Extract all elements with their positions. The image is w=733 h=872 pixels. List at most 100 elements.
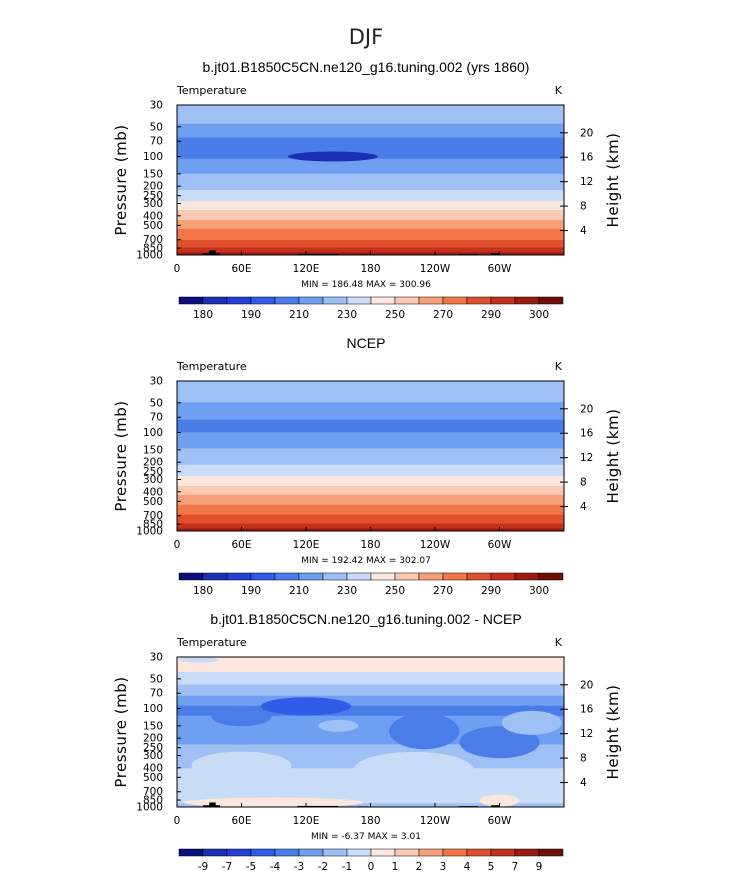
contour-band: [177, 225, 564, 227]
contour-band: [177, 434, 564, 437]
contour-band: [177, 672, 564, 674]
contour-band: [177, 161, 564, 164]
contour-band: [177, 158, 564, 161]
contour-band: [177, 463, 564, 466]
colorbar-label: 7: [512, 861, 519, 872]
y-tick-label: 1000: [136, 526, 163, 538]
contour-band: [177, 469, 564, 472]
contour-band: [177, 662, 564, 664]
contour-band: [177, 788, 564, 791]
contour-band: [177, 165, 564, 167]
colorbar-swatch: [394, 572, 420, 581]
colorbar-swatch: [418, 572, 444, 581]
contour-band: [177, 121, 564, 124]
contour-band: [177, 737, 564, 739]
contour-band: [177, 182, 564, 185]
contour-band: [177, 143, 564, 146]
contour-band: [177, 693, 564, 696]
min-max-readout: MIN = -6.37 MAX = 3.01: [311, 832, 421, 842]
contour-band: [177, 674, 564, 677]
contour-band: [177, 384, 564, 387]
contour-band: [177, 201, 564, 204]
colorbar-swatch: [466, 572, 492, 581]
contour-band: [177, 392, 564, 395]
contour-band: [177, 388, 564, 391]
contour-band: [177, 218, 564, 221]
contour-band: [177, 496, 564, 498]
contour-band: [177, 191, 564, 194]
y-tick-label: 150: [143, 720, 163, 732]
contour-band: [177, 735, 564, 738]
contour-band: [177, 498, 564, 501]
contour-band: [177, 123, 564, 126]
x-tick-label: 180: [360, 263, 380, 275]
contour-band: [177, 703, 564, 706]
colorbar-swatch: [250, 296, 276, 305]
contour-band: [177, 389, 564, 392]
colorbar-swatch: [394, 848, 420, 857]
x-tick-label: 60E: [232, 815, 252, 827]
contour-band: [177, 486, 564, 488]
contour-band: [177, 456, 564, 458]
contour-band: [177, 700, 564, 703]
contour-band: [177, 122, 564, 125]
colorbar-label: 0: [368, 861, 375, 872]
y-tick-label: 300: [143, 474, 163, 486]
y-tick-label: 300: [143, 198, 163, 210]
contour-band: [177, 443, 564, 446]
y-tick-label: 200: [143, 181, 163, 193]
x-tick-label: 60E: [232, 539, 252, 551]
contour-region: [211, 706, 272, 727]
contour-band: [177, 481, 564, 483]
contour-band: [177, 467, 564, 470]
contour-band: [177, 171, 564, 174]
colorbar-label: -7: [222, 861, 232, 872]
contour-band: [177, 411, 564, 413]
contour-band: [177, 120, 564, 122]
contour-band: [177, 196, 564, 199]
colorbar-label: 290: [481, 585, 501, 597]
colorbar-swatch: [226, 848, 252, 857]
contour-band: [177, 441, 564, 443]
contour-band: [177, 131, 564, 134]
contour-band: [177, 743, 564, 746]
y-tick-label: 850: [143, 243, 163, 255]
colorbar-swatch: [346, 848, 372, 857]
contour-region: [501, 710, 562, 735]
contour-band: [177, 734, 564, 737]
contour-band: [177, 197, 564, 200]
y-tick-label: 100: [143, 703, 163, 715]
contour-band: [177, 185, 564, 187]
contour-band: [177, 521, 564, 523]
contour-band: [177, 517, 564, 520]
contour-band: [177, 503, 564, 506]
contour-band: [177, 242, 564, 245]
contour-region: [353, 751, 474, 788]
y-tick-label: 400: [143, 210, 163, 222]
colorbar: -9 -7 -5 -4 -3 -2 -1 0 1 2 3 4 5 7 9: [178, 848, 564, 872]
contour-band: [177, 250, 564, 252]
colorbar-label: 180: [193, 309, 213, 321]
x-tick-label: 60W: [488, 815, 512, 827]
colorbar-swatch: [274, 296, 300, 305]
colorbar-swatch: [490, 296, 516, 305]
y-tick-label: 70: [150, 688, 163, 700]
colorbar-label: 4: [464, 861, 471, 872]
contour-band: [177, 193, 564, 196]
contour-band: [177, 248, 564, 251]
contour-band: [177, 215, 564, 217]
contour-band: [177, 489, 564, 492]
colorbar-label: 230: [337, 585, 357, 597]
x-tick-label: 0: [174, 815, 181, 827]
contour-band: [177, 688, 564, 691]
y-tick-label: 700: [143, 510, 163, 522]
contour-band: [177, 483, 564, 486]
y2-tick-label: 20: [580, 127, 593, 139]
y2-tick-label: 12: [580, 176, 593, 188]
contour-region: [178, 657, 219, 663]
contour-band: [177, 416, 564, 418]
variable-label: Temperature: [176, 636, 247, 649]
contour-band: [177, 692, 564, 694]
contour-band: [177, 785, 564, 788]
